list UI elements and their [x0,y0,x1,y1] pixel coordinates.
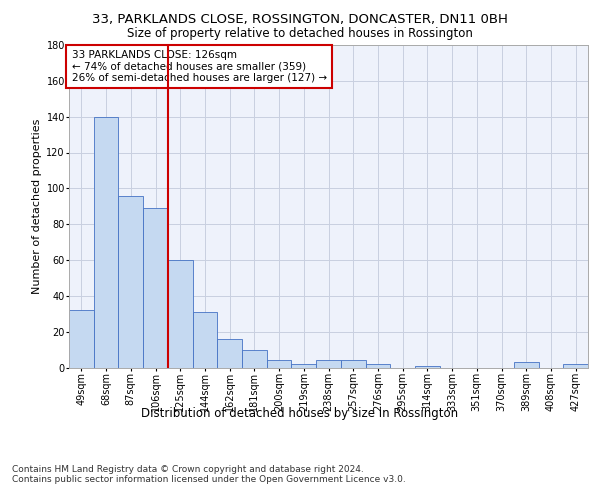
Text: Size of property relative to detached houses in Rossington: Size of property relative to detached ho… [127,28,473,40]
Bar [341,360,365,368]
Bar [242,350,267,368]
Text: Contains public sector information licensed under the Open Government Licence v3: Contains public sector information licen… [12,475,406,484]
Bar [514,362,539,368]
Bar [168,260,193,368]
Y-axis label: Number of detached properties: Number of detached properties [32,118,42,294]
Bar [69,310,94,368]
Bar [267,360,292,368]
Bar [292,364,316,368]
Bar [118,196,143,368]
Bar [143,208,168,368]
Text: 33 PARKLANDS CLOSE: 126sqm
← 74% of detached houses are smaller (359)
26% of sem: 33 PARKLANDS CLOSE: 126sqm ← 74% of deta… [71,50,327,83]
Bar [217,339,242,368]
Bar [316,360,341,368]
Bar [415,366,440,368]
Text: Distribution of detached houses by size in Rossington: Distribution of detached houses by size … [142,408,458,420]
Bar [94,116,118,368]
Bar [563,364,588,368]
Bar [365,364,390,368]
Text: 33, PARKLANDS CLOSE, ROSSINGTON, DONCASTER, DN11 0BH: 33, PARKLANDS CLOSE, ROSSINGTON, DONCAST… [92,12,508,26]
Text: Contains HM Land Registry data © Crown copyright and database right 2024.: Contains HM Land Registry data © Crown c… [12,465,364,474]
Bar [193,312,217,368]
